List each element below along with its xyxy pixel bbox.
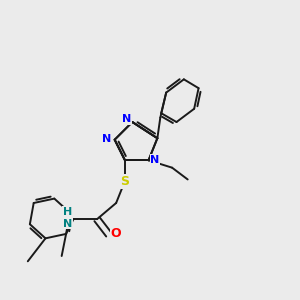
Text: N: N xyxy=(150,155,160,165)
Text: S: S xyxy=(120,175,129,188)
Text: O: O xyxy=(111,227,122,240)
Text: H
N: H N xyxy=(63,207,72,229)
Text: N: N xyxy=(102,134,111,144)
Text: N: N xyxy=(122,114,131,124)
